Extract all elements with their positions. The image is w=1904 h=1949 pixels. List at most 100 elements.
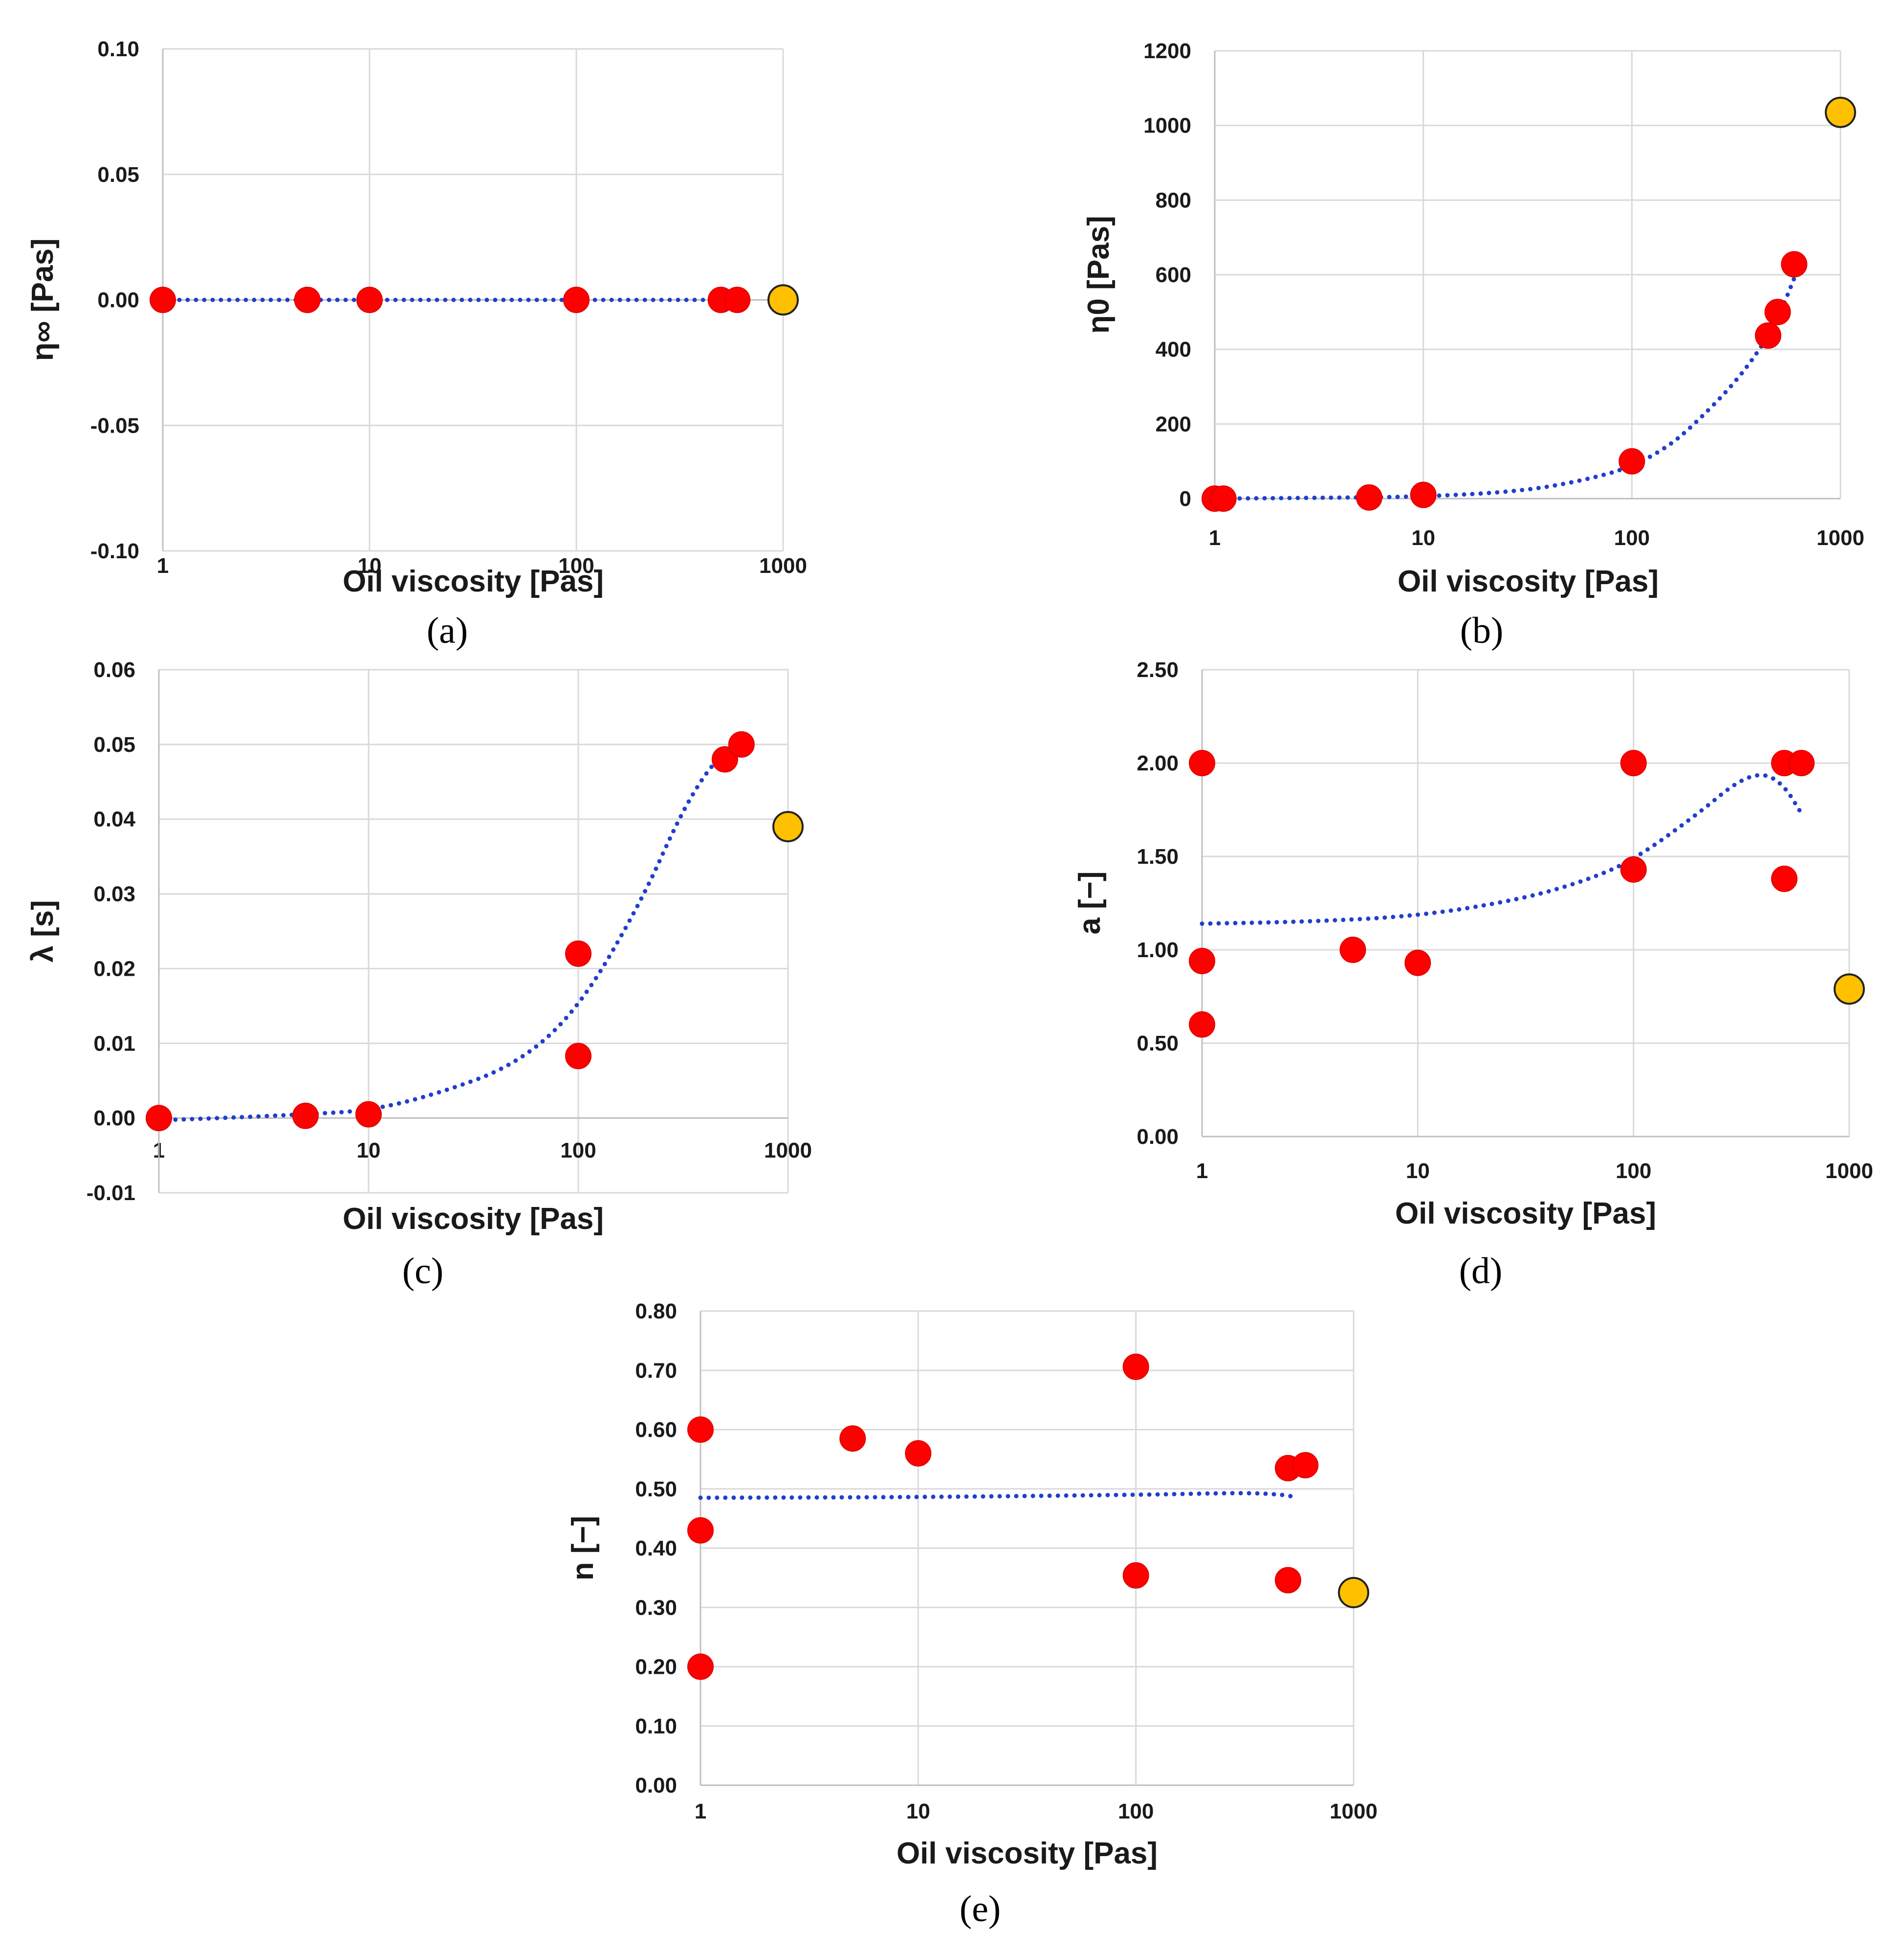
y-tick-label: 0.40: [635, 1536, 677, 1560]
data-point: [565, 1043, 591, 1070]
y-tick-label: 600: [1156, 263, 1191, 287]
data-point: [1404, 949, 1431, 976]
chart-e: 0.80 0.70 0.60 0.50 0.40 0.30 0.20 0.10 0.00 1 10 1…: [566, 1299, 1378, 1929]
x-tick-label: 1000: [1330, 1799, 1378, 1823]
x-tick-label: 1000: [759, 554, 807, 578]
data-point: [905, 1440, 932, 1467]
y-tick-label: 1000: [1143, 114, 1191, 138]
y-tick-label: 0.04: [93, 808, 135, 832]
x-tick-label: 10: [906, 1799, 930, 1823]
y-tick-label: 0.60: [635, 1418, 677, 1442]
x-tick-label: 1000: [1825, 1159, 1873, 1183]
y-tick-label: 0.00: [635, 1774, 677, 1797]
data-point: [728, 731, 755, 758]
data-point: [146, 1105, 172, 1132]
y-tick-label: 1200: [1143, 39, 1191, 63]
data-point: [1410, 482, 1437, 508]
trendline: [156, 746, 736, 1123]
x-tick-label: 1000: [764, 1139, 812, 1162]
chart-c: 0.060.050.040.030.020.010.00-0.011 10 100 1…: [26, 658, 812, 1292]
y-axis-label: η0 [Pas]: [1082, 216, 1116, 333]
data-point: [1122, 1562, 1149, 1589]
y-tick-label: 0.05: [93, 733, 135, 757]
y-tick-label: 0.10: [635, 1714, 677, 1738]
data-point: [1781, 251, 1808, 278]
panel-caption: (e): [960, 1888, 1001, 1929]
x-axis-label: Oil viscosity [Pas]: [1395, 1197, 1656, 1230]
panel-caption: (a): [427, 610, 468, 651]
data-point: [1210, 485, 1237, 512]
x-tick-label: 10: [1411, 526, 1435, 550]
y-tick-label: 0.50: [1137, 1031, 1179, 1055]
x-tick-label: 1000: [1816, 526, 1864, 550]
y-tick-label: 0.70: [635, 1358, 677, 1382]
trendline: [1212, 268, 1799, 501]
y-tick-label: 0.10: [97, 37, 139, 61]
data-point: [1274, 1567, 1301, 1594]
highlight-point: [1834, 973, 1865, 1005]
y-tick-label: 1.00: [1137, 938, 1179, 962]
x-tick-label: 1: [157, 554, 169, 578]
y-tick-label: 2.50: [1137, 658, 1179, 682]
data-point: [687, 1416, 714, 1443]
data-point: [1356, 484, 1382, 511]
y-axis-label: n [−]: [566, 1516, 600, 1581]
chart-d: 2.50 2.00 1.50 1.00 0.50 0.00 1 10 100 1000 Oil vi…: [1073, 658, 1873, 1292]
highlight-point: [767, 284, 799, 316]
trendline: [1200, 773, 1804, 926]
y-tick-label: 0.00: [97, 288, 139, 312]
x-tick-label: 1: [1196, 1159, 1208, 1183]
panel-caption: (d): [1459, 1250, 1503, 1292]
data-point: [355, 1101, 382, 1128]
data-point: [687, 1517, 714, 1544]
data-point: [356, 286, 383, 313]
chart-a: 0.10 0.05 0.00 -0.05 -0.10 1 10 100 1000 Oil visc…: [26, 37, 807, 651]
y-tick-label: 0.01: [93, 1031, 135, 1055]
y-tick-label: -0.10: [90, 539, 139, 563]
x-axis-label: Oil viscosity [Pas]: [343, 565, 604, 598]
y-tick-label: 0.20: [635, 1655, 677, 1679]
y-tick-label: 400: [1156, 338, 1191, 362]
y-tick-label: 0.00: [1137, 1125, 1179, 1149]
y-tick-label: -0.01: [87, 1181, 135, 1205]
data-point: [711, 746, 738, 773]
y-axis-label: a [−]: [1073, 871, 1107, 934]
x-tick-label: 10: [357, 1139, 381, 1162]
x-tick-label: 100: [1614, 526, 1650, 550]
x-tick-label: 100: [560, 1139, 596, 1162]
chart-b: 1200 1000 800 600 400 200 01 10 100 1000 Oil visco…: [1082, 39, 1864, 651]
y-tick-label: 200: [1156, 412, 1191, 436]
x-axis-label: Oil viscosity [Pas]: [1398, 565, 1659, 598]
y-tick-label: 0.03: [93, 882, 135, 906]
data-point: [1755, 322, 1781, 349]
data-point: [1620, 750, 1647, 776]
data-point: [150, 286, 176, 313]
y-tick-label: 0.02: [93, 957, 135, 981]
data-point: [1189, 1011, 1215, 1038]
data-point: [1189, 947, 1215, 974]
y-tick-label: 0.50: [635, 1477, 677, 1501]
y-tick-label: 0.00: [93, 1106, 135, 1130]
x-tick-label: 1: [695, 1799, 706, 1823]
data-point: [1292, 1452, 1319, 1479]
data-point: [839, 1425, 866, 1452]
data-point: [1619, 448, 1645, 475]
y-tick-label: 0.06: [93, 658, 135, 682]
data-point: [1764, 299, 1791, 326]
x-tick-label: 10: [358, 554, 382, 578]
data-point: [294, 286, 321, 313]
highlight-point: [1825, 96, 1856, 128]
highlight-point: [1338, 1577, 1369, 1608]
data-point: [1189, 750, 1215, 776]
x-axis-label: Oil viscosity [Pas]: [343, 1202, 604, 1236]
y-axis-label: η∞ [Pas]: [26, 239, 60, 361]
data-point: [292, 1102, 319, 1129]
x-axis-label: Oil viscosity [Pas]: [897, 1837, 1158, 1870]
y-tick-label: 0.30: [635, 1596, 677, 1620]
data-point: [1122, 1354, 1149, 1380]
data-point: [1339, 937, 1366, 963]
y-tick-label: 0: [1180, 487, 1191, 511]
y-tick-label: 800: [1156, 188, 1191, 212]
x-tick-label: 100: [558, 554, 594, 578]
